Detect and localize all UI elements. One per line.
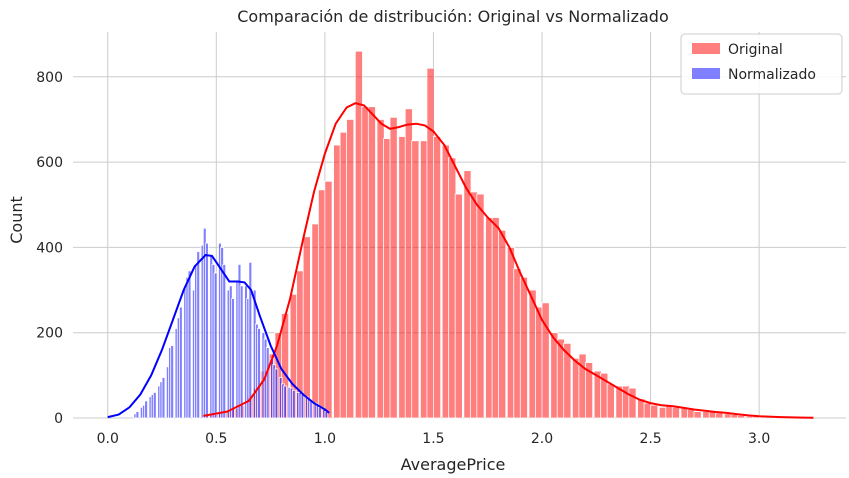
histogram-bar (563, 342, 572, 419)
histogram-bar (346, 119, 355, 419)
histogram-bar (498, 229, 507, 419)
y-tick-label: 400 (36, 240, 63, 256)
histogram-bar (715, 412, 724, 419)
histogram-bar (283, 385, 287, 419)
histogram-bar (324, 180, 333, 419)
histogram-bar (476, 193, 485, 419)
histogram-bar (274, 368, 279, 419)
legend-frame (680, 33, 843, 95)
x-tick-label: 3.0 (748, 431, 770, 447)
legend: Original Normalizado (680, 33, 843, 95)
x-tick-label: 1.0 (314, 431, 336, 447)
x-axis-label: AveragePrice (401, 455, 506, 474)
legend-swatch-original (692, 43, 720, 54)
histogram-bar (367, 106, 376, 419)
histogram-bar (309, 400, 313, 419)
legend-swatch-normalizado (692, 68, 720, 79)
histogram-bar (411, 140, 420, 419)
histogram-bar (248, 261, 253, 419)
histogram-bar (144, 400, 148, 419)
histogram-bar (239, 285, 244, 419)
legend-label-normalizado: Normalizado (728, 67, 816, 83)
y-tick-label: 200 (36, 326, 63, 342)
histogram-bar (693, 411, 702, 419)
x-tick-label: 2.0 (531, 431, 553, 447)
histogram-bar (187, 270, 192, 419)
histogram-bar (433, 136, 442, 419)
legend-label-original: Original (728, 42, 783, 58)
histogram-bar (302, 236, 311, 419)
x-tick-label: 0.5 (205, 431, 227, 447)
chart-title: Comparación de distribución: Original vs… (237, 7, 668, 26)
histogram-bar (213, 272, 218, 419)
histogram-bar (519, 276, 528, 419)
histogram-bar (152, 392, 157, 419)
x-tick-label: 0.0 (97, 431, 119, 447)
histogram-bar (170, 345, 174, 419)
x-tick-label: 2.5 (639, 431, 661, 447)
histogram-bar (585, 362, 594, 419)
histogram-bar (628, 387, 637, 419)
histogram-bar (257, 328, 261, 419)
x-tick-label: 1.5 (422, 431, 444, 447)
series-bars-normalizado (133, 227, 329, 419)
histogram-bar (196, 251, 201, 419)
axes: 0.0 0.5 1.0 1.5 2.0 2.5 3.0 0 200 400 600 800 (36, 70, 770, 447)
kde-curves (107, 102, 814, 419)
histogram-bar (222, 264, 227, 419)
y-axis-label: Count (7, 196, 26, 244)
y-tick-label: 600 (36, 155, 63, 171)
histogram-bar (650, 404, 659, 419)
histogram-bar (454, 193, 463, 419)
histogram-bar (541, 302, 550, 419)
histogram-bar (231, 298, 235, 419)
histogram-bar (606, 383, 615, 419)
y-tick-label: 800 (36, 70, 63, 86)
histogram-bar (135, 411, 140, 419)
y-tick-label: 0 (54, 411, 63, 427)
histogram-bar (300, 394, 305, 419)
histogram-bar (317, 406, 322, 419)
histogram-bar (389, 116, 398, 419)
histogram-bar (178, 306, 183, 419)
histogram-bar (291, 389, 296, 419)
histogram-bar (265, 347, 270, 419)
kde-line-normalizado (107, 254, 330, 419)
histogram-bar (205, 242, 209, 419)
kde-line-original (203, 102, 814, 419)
histogram-bar (671, 406, 680, 419)
histogram-bar (161, 377, 166, 419)
